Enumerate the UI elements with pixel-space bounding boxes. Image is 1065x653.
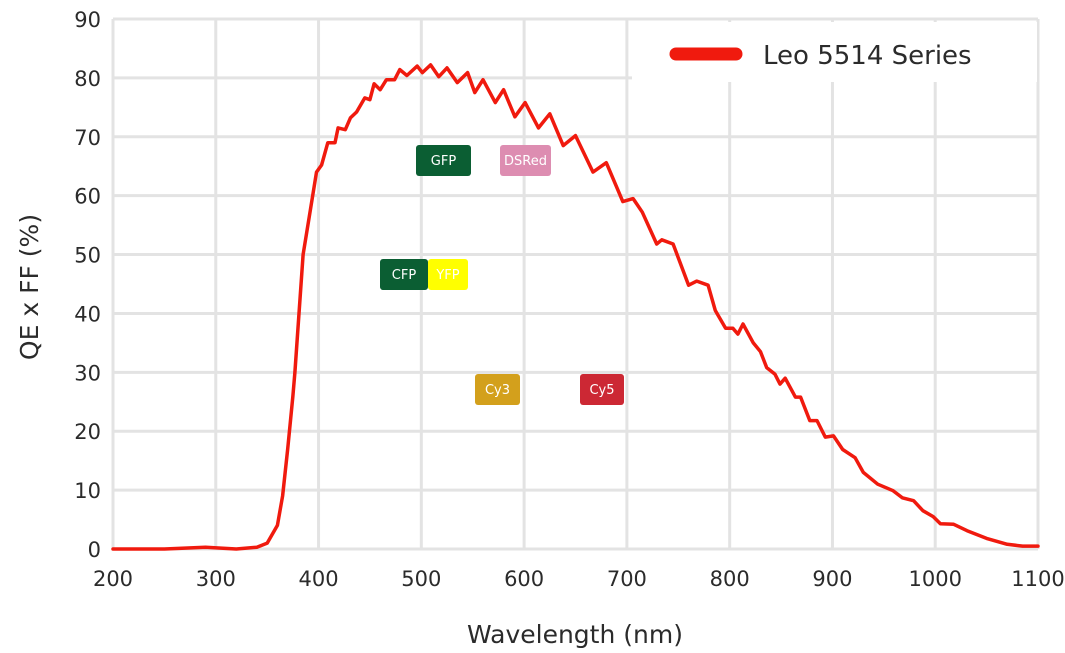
x-tick-label: 600: [504, 567, 544, 591]
x-tick-label: 900: [812, 567, 852, 591]
y-tick-label: 10: [74, 479, 101, 503]
x-tick-label: 800: [710, 567, 750, 591]
badge-background: [500, 145, 551, 176]
legend-label: Leo 5514 Series: [763, 41, 972, 71]
badge-background: [380, 259, 428, 290]
y-tick-label: 50: [74, 244, 101, 268]
badge-label: YFP: [435, 268, 459, 283]
y-tick-label: 60: [74, 185, 101, 209]
x-tick-label: 1100: [1011, 567, 1064, 591]
x-tick-label: 1000: [908, 567, 961, 591]
y-tick-label: 70: [74, 126, 101, 150]
y-tick-label: 40: [74, 302, 101, 326]
y-axis-title: QE x FF (%): [15, 214, 44, 360]
grid: [111, 17, 1040, 551]
badge-cy5: Cy5: [580, 374, 624, 405]
badge-gfp: GFP: [416, 145, 471, 176]
x-tick-label: 400: [299, 567, 339, 591]
y-tick-labels: 0 10 20 30 40 50 60 70 80 90: [74, 8, 101, 562]
badge-label: Cy3: [485, 383, 510, 398]
x-axis-title: Wavelength (nm): [467, 620, 683, 649]
y-tick-label: 30: [74, 361, 101, 385]
badge-background: [475, 374, 520, 405]
badge-background: [580, 374, 624, 405]
badge-background: [428, 259, 468, 290]
badge-label: CFP: [392, 268, 417, 283]
x-tick-label: 200: [93, 567, 133, 591]
x-tick-labels: 200 300 400 500 600 700 800 900 1000 1100: [93, 567, 1065, 591]
x-tick-label: 500: [401, 567, 441, 591]
badge-dsred: DSRed: [500, 145, 551, 176]
series-line-leo-5514: [111, 63, 1040, 551]
y-tick-label: 90: [74, 8, 101, 32]
badge-yfp: YFP: [428, 259, 468, 290]
fluorophore-badges: GFP DSRed CFP YFP Cy3 Cy5: [380, 145, 624, 405]
y-tick-label: 80: [74, 67, 101, 91]
x-tick-label: 300: [196, 567, 236, 591]
badge-label: Cy5: [589, 383, 614, 398]
y-tick-label: 0: [88, 538, 101, 562]
badge-background: [416, 145, 471, 176]
badge-cfp: CFP: [380, 259, 428, 290]
legend: Leo 5514 Series: [632, 22, 1037, 82]
badge-cy3: Cy3: [475, 374, 520, 405]
x-tick-label: 700: [607, 567, 647, 591]
badge-label: DSRed: [504, 154, 547, 169]
y-tick-label: 20: [74, 420, 101, 444]
badge-label: GFP: [431, 154, 457, 169]
